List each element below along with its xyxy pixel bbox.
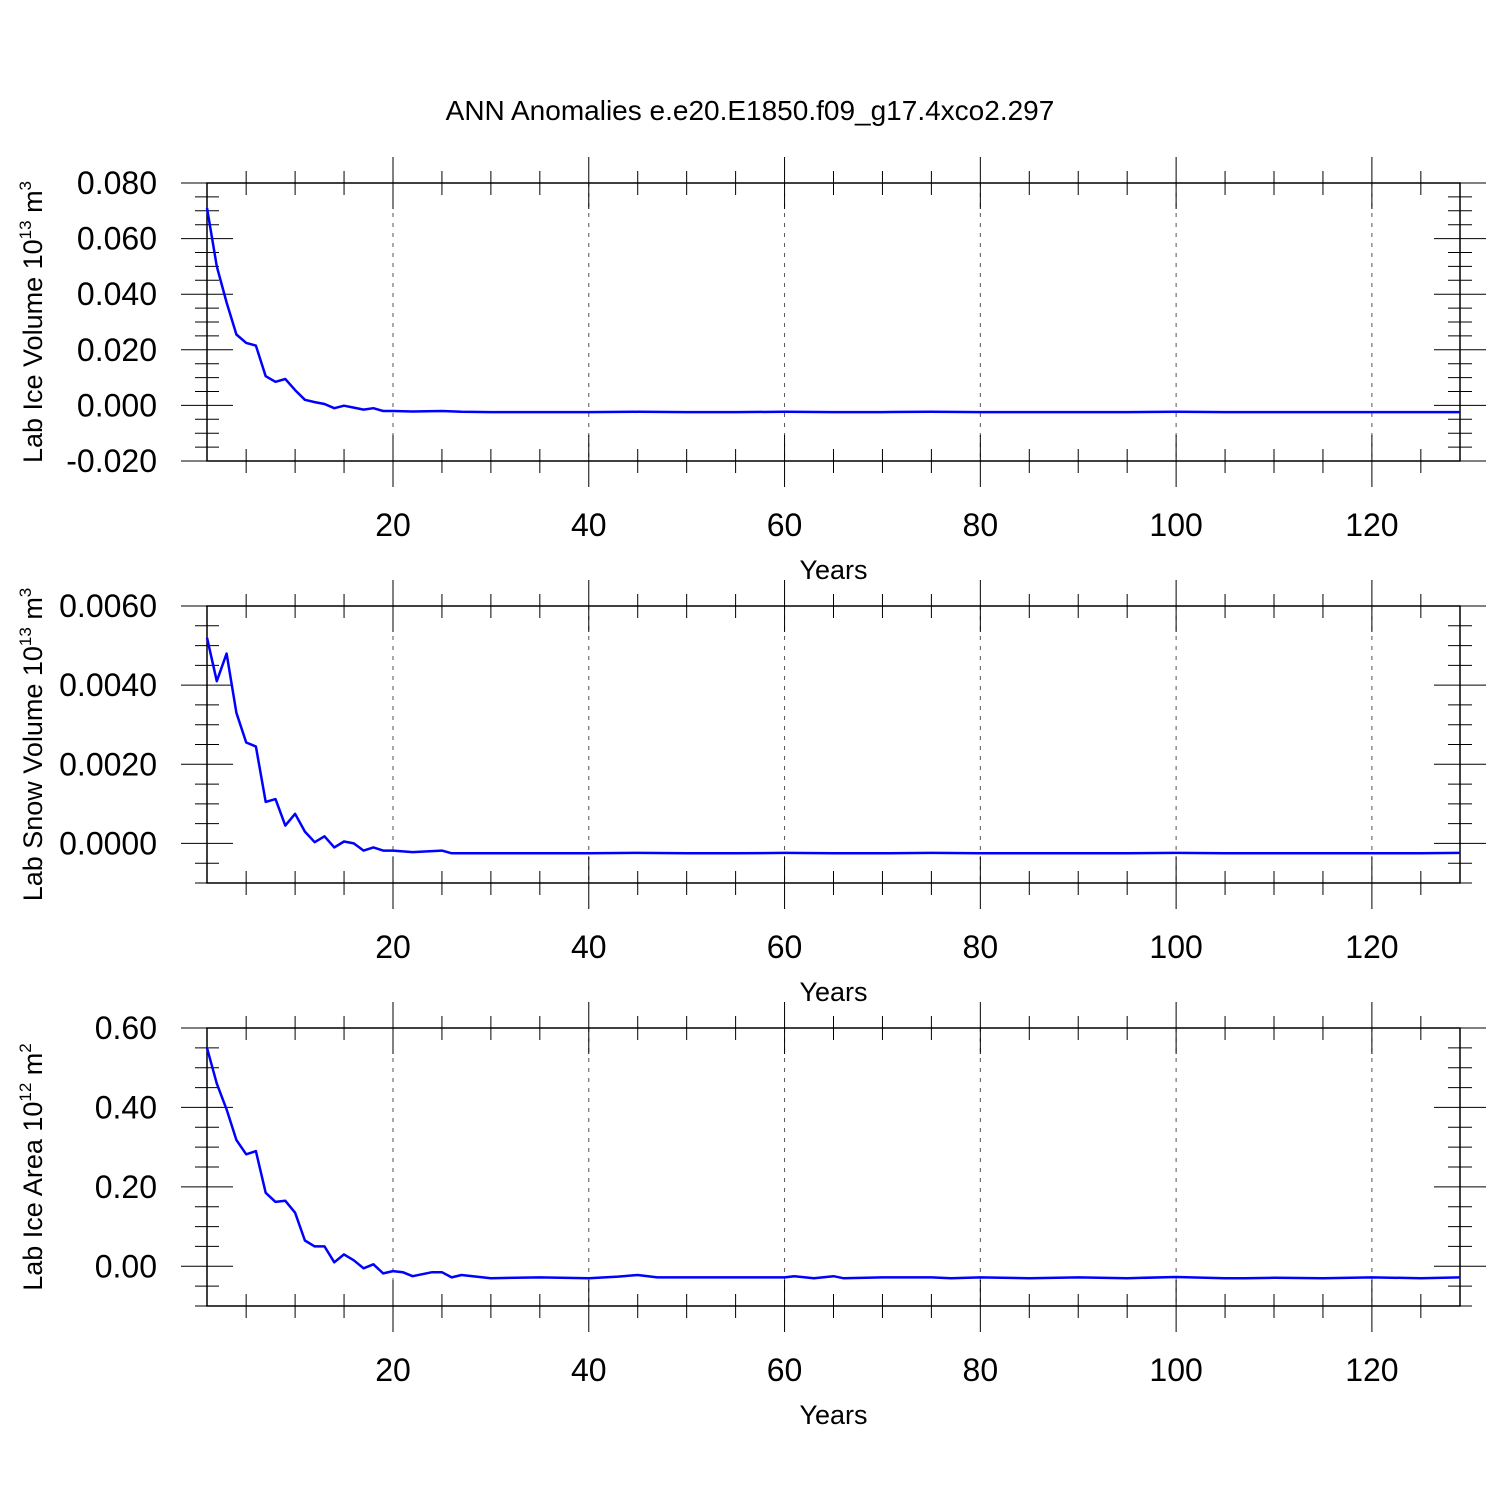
y-tick-label: 0.00 [95,1248,157,1284]
y-tick-label: -0.020 [66,443,157,479]
x-tick-label: 40 [571,1352,607,1388]
y-tick-label: 0.0020 [59,746,157,782]
x-axis-label: Years [799,977,867,1007]
y-tick-label: 0.040 [77,276,157,312]
y-tick-label: 0.080 [77,165,157,201]
x-tick-label: 60 [767,1352,803,1388]
y-tick-label: 0.60 [95,1010,157,1046]
x-tick-label: 20 [375,507,411,543]
x-tick-label: 120 [1345,929,1398,965]
series-line [205,637,1461,855]
x-tick-label: 120 [1345,507,1398,543]
x-tick-label: 120 [1345,1352,1398,1388]
x-tick-label: 100 [1149,507,1202,543]
x-tick-label: 40 [571,929,607,965]
chart-panel: -0.020 0.000 0.020 0.040 0.060 0.080 20 40 60 80 1… [16,157,1486,585]
y-tick-label: 0.0000 [59,825,157,861]
y-tick-label: 0.0060 [59,588,157,624]
plot-frame [206,1027,1461,1307]
x-tick-label: 60 [767,507,803,543]
x-tick-label: 80 [963,507,999,543]
x-axis-label: Years [799,1400,867,1430]
x-tick-label: 80 [963,929,999,965]
plot-frame [206,605,1461,884]
plot-frame [206,182,1461,462]
x-tick-label: 20 [375,929,411,965]
y-tick-label: 0.40 [95,1089,157,1125]
series-line [205,207,1460,414]
x-tick-label: 20 [375,1352,411,1388]
y-tick-label: 0.020 [77,332,157,368]
y-tick-label: 0.20 [95,1169,157,1205]
x-tick-label: 80 [963,1352,999,1388]
x-axis-label: Years [799,555,867,585]
x-tick-label: 100 [1149,1352,1202,1388]
y-tick-label: 0.0040 [59,667,157,703]
x-tick-label: 40 [571,507,607,543]
series-line [205,1047,1461,1280]
y-axis-label: Lab Ice Area 1012 m2 [16,1043,48,1291]
chart-title: ANN Anomalies e.e20.E1850.f09_g17.4xco2.… [446,95,1055,126]
chart-panel: 0.00 0.20 0.40 0.60 20 40 60 80 100 120 Years Lab I… [16,1002,1486,1430]
chart-panel: 0.0000 0.0020 0.0040 0.0060 20 40 60 80 100 120 Ye… [16,580,1486,1007]
y-tick-label: 0.000 [77,387,157,423]
x-tick-label: 100 [1149,929,1202,965]
y-axis-label: Lab Ice Volume 1013 m3 [16,181,48,463]
panels: -0.020 0.000 0.020 0.040 0.060 0.080 20 40 60 80 1… [16,157,1486,1430]
x-tick-label: 60 [767,929,803,965]
y-tick-label: 0.060 [77,221,157,257]
y-axis-label: Lab Snow Volume 1013 m3 [16,588,48,902]
